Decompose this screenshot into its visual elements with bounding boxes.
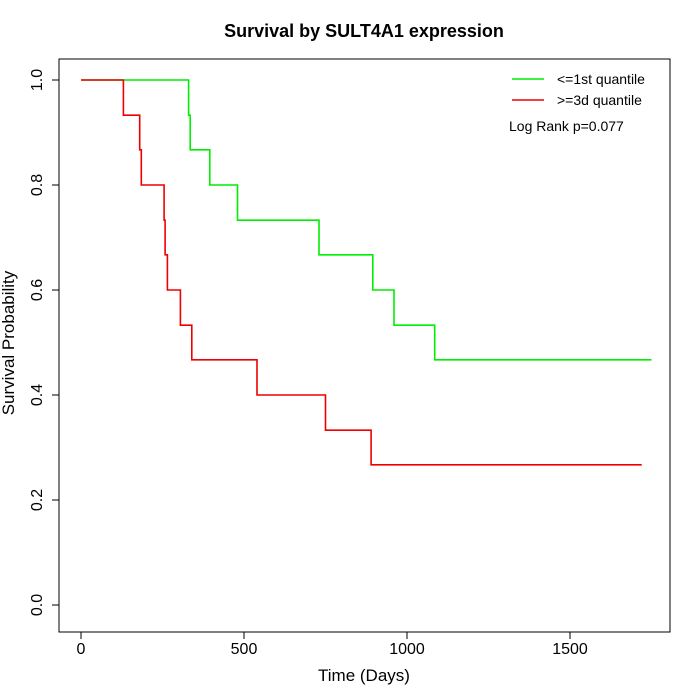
y-tick-label: 0.8 bbox=[29, 174, 46, 196]
y-tick-label: 0.2 bbox=[29, 489, 46, 511]
legend-label-0: <=1st quantile bbox=[557, 71, 645, 87]
y-axis: 0.0 0.2 0.4 0.6 0.8 1.0 bbox=[29, 69, 60, 616]
x-tick-label: 1000 bbox=[389, 641, 425, 658]
survival-curves bbox=[81, 79, 652, 466]
x-axis: 0 500 1000 1500 bbox=[77, 631, 588, 658]
y-tick-label: 0.0 bbox=[29, 594, 46, 616]
legend-label-1: >=3d quantile bbox=[557, 92, 642, 108]
y-tick-label: 1.0 bbox=[29, 69, 46, 91]
y-tick-label: 0.4 bbox=[29, 384, 46, 406]
x-tick-label: 500 bbox=[231, 641, 258, 658]
log-rank-annotation: Log Rank p=0.077 bbox=[509, 118, 624, 134]
y-tick-label: 0.6 bbox=[29, 279, 46, 301]
legend: <=1st quantile >=3d quantile bbox=[512, 71, 645, 108]
survival-curve-0 bbox=[81, 79, 652, 361]
chart-title: Survival by SULT4A1 expression bbox=[224, 21, 504, 41]
y-axis-label: Survival Probability bbox=[0, 270, 18, 415]
x-axis-label: Time (Days) bbox=[318, 666, 410, 685]
x-tick-label: 0 bbox=[77, 641, 86, 658]
x-tick-label: 1500 bbox=[552, 641, 588, 658]
survival-curve-1 bbox=[81, 79, 642, 466]
